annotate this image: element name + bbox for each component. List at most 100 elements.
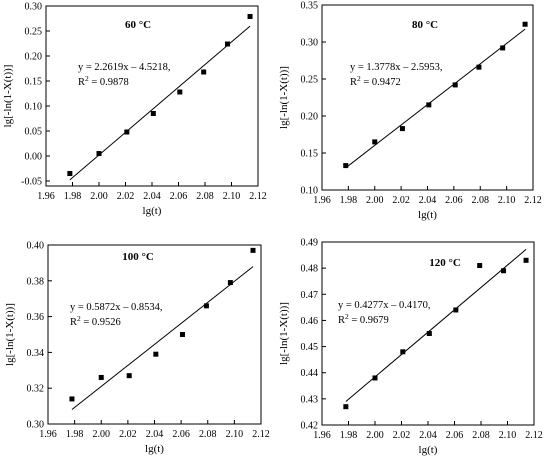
data-point	[67, 171, 73, 176]
fit-line	[69, 25, 251, 181]
x-tick-label: 2.06	[446, 430, 464, 441]
fit-equation: y = 1.3778x – 2.5953,	[350, 62, 443, 73]
x-tick-label: 1.98	[64, 191, 82, 202]
data-point	[153, 351, 159, 357]
y-tick-label: 0.36	[27, 312, 45, 323]
panel-title: 60 °C	[125, 19, 151, 31]
x-tick-label: 2.04	[419, 430, 437, 441]
data-point	[227, 280, 233, 286]
r-squared-label: R2 = 0.9526	[70, 314, 121, 328]
y-axis-title: lg[-ln(1-X(t))]	[278, 66, 290, 129]
chart-panel: 1.96 1.98 2.00 2.02 2.04 2.06 2.08 2.10 2.12 0.30…	[4, 241, 270, 456]
data-point	[523, 257, 529, 263]
x-tick-label: 2.10	[223, 191, 241, 202]
y-tick-label: 0.42	[301, 421, 319, 432]
data-point	[343, 404, 349, 410]
data-point	[426, 102, 432, 108]
data-point	[201, 69, 207, 75]
x-axis-title: lg(t)	[143, 205, 162, 217]
x-tick-label: 1.96	[313, 430, 331, 441]
x-tick-label: 2.12	[249, 191, 267, 202]
y-tick-label: 0.34	[27, 348, 45, 359]
data-point	[501, 268, 507, 274]
r-squared-label: R2 = 0.9472	[350, 74, 401, 88]
y-tick-label: 0.45	[301, 342, 319, 353]
y-tick-label: 0.15	[301, 149, 319, 160]
x-tick-label: 2.00	[93, 429, 111, 440]
y-axis-title: lg[-ln(1-X(t))]	[278, 302, 290, 365]
x-tick-label: 1.96	[39, 429, 57, 440]
data-point	[452, 82, 458, 88]
y-tick-label: 0.32	[27, 384, 45, 395]
x-tick-label: 2.06	[170, 191, 188, 202]
y-axis-title: lg[-ln(1-X(t))]	[4, 303, 16, 366]
x-tick-label: 2.04	[143, 191, 161, 202]
y-tick-label: 0.20	[301, 112, 319, 123]
data-point	[399, 126, 405, 132]
data-point	[69, 396, 75, 402]
x-tick-label: 1.98	[66, 429, 84, 440]
y-tick-label: 0.20	[25, 52, 43, 63]
y-tick-label: 0.25	[25, 27, 43, 38]
panel-title: 100 °C	[122, 251, 154, 263]
chart-panel: 1.96 1.98 2.00 2.02 2.04 2.06 2.08 2.10 2.12 0.42…	[278, 238, 543, 457]
data-point	[96, 151, 102, 156]
x-tick-label: 2.12	[524, 195, 542, 206]
y-tick-label: 0.15	[25, 77, 43, 88]
panel-title: 120 °C	[429, 257, 461, 269]
x-tick-label: 2.02	[119, 429, 137, 440]
y-tick-label: 0.35	[301, 1, 319, 12]
x-tick-label: 1.98	[340, 430, 358, 441]
data-point	[247, 14, 253, 19]
x-tick-label: 2.04	[419, 195, 437, 206]
data-point	[250, 247, 256, 253]
y-tick-label: 0.40	[27, 241, 45, 252]
plot-frame	[45, 5, 259, 187]
data-point	[126, 373, 132, 379]
x-axis-title: lg(t)	[418, 209, 437, 221]
y-tick-label: 0.10	[25, 102, 43, 113]
data-point	[476, 64, 482, 70]
r-squared-label: R2 = 0.9878	[78, 74, 129, 88]
data-point	[453, 307, 459, 313]
x-tick-label: 2.10	[499, 430, 517, 441]
data-point	[177, 89, 183, 95]
data-point	[372, 139, 378, 145]
y-tick-label: 0.47	[301, 290, 319, 301]
plot-frame	[47, 244, 262, 425]
y-tick-label: 0.38	[27, 276, 45, 287]
x-tick-label: 2.10	[498, 195, 516, 206]
x-tick-label: 1.96	[313, 195, 331, 206]
data-point	[372, 375, 378, 381]
x-tick-label: 2.06	[445, 195, 463, 206]
x-tick-label: 2.06	[172, 429, 190, 440]
data-point	[203, 303, 209, 309]
data-point	[500, 45, 506, 51]
panel-title: 80 °C	[412, 19, 438, 31]
y-tick-label: 0.30	[301, 38, 319, 49]
x-tick-label: 2.08	[472, 430, 490, 441]
y-tick-label: -0.05	[21, 177, 42, 188]
y-tick-label: 0.48	[301, 264, 319, 275]
x-tick-label: 2.10	[226, 429, 244, 440]
x-tick-label: 2.00	[366, 430, 384, 441]
fit-equation: y = 0.5872x – 0.8534,	[70, 302, 163, 313]
y-tick-label: 0.25	[301, 75, 319, 86]
fit-equation: y = 2.2619x – 4.5218,	[78, 62, 171, 73]
y-tick-label: 0.49	[301, 238, 319, 249]
x-axis-title: lg(t)	[145, 443, 164, 455]
x-tick-label: 2.12	[252, 429, 270, 440]
data-point	[426, 331, 432, 336]
fit-line	[71, 266, 254, 410]
data-point	[522, 21, 528, 27]
y-tick-label: 0.43	[301, 394, 319, 405]
data-point	[477, 263, 483, 269]
x-tick-label: 2.02	[392, 195, 410, 206]
x-tick-label: 2.08	[199, 429, 217, 440]
x-tick-label: 2.00	[90, 191, 108, 202]
x-tick-label: 2.04	[146, 429, 164, 440]
data-point	[124, 129, 130, 135]
data-point	[98, 374, 104, 380]
y-tick-label: 0.30	[25, 2, 43, 13]
